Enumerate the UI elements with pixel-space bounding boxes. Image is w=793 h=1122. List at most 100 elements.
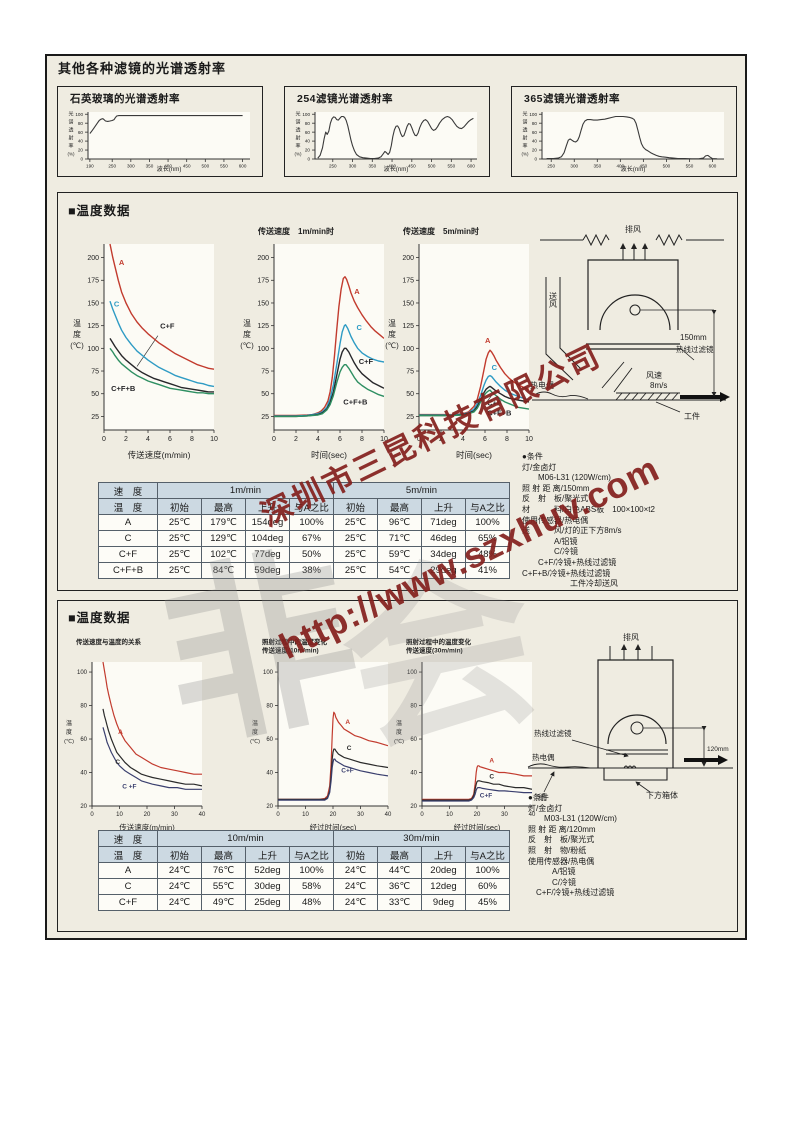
table-row: C+F 25℃ 102℃ 77deg 50% 25℃ 59℃ 34deg 48% [98,546,510,563]
svg-text:C+F+B: C+F+B [343,398,368,407]
svg-text:20: 20 [305,148,311,153]
svg-text:20: 20 [330,812,337,818]
svg-text:温: 温 [252,719,258,727]
temp-time-5mmin-chart: 25 50 75 100 125 150 175 200 0 2 4 6 8 10 时间(sec) 温度 (℃)… [383,226,537,460]
svg-text:600: 600 [239,164,247,169]
table-group-header: 1m/min [157,482,334,499]
svg-text:10: 10 [302,812,309,818]
svg-text:20: 20 [410,804,417,810]
svg-text:传送速度(m/min): 传送速度(m/min) [128,450,191,460]
svg-text:50: 50 [406,391,414,398]
svg-text:0: 0 [272,436,276,443]
svg-text:20: 20 [78,148,84,153]
condition-line: 照 射 距 离/120mm [528,824,596,834]
condition-line: 使用传感器/热电偶 [522,515,589,525]
table-cell: 96℃ [377,514,422,531]
svg-text:200: 200 [257,255,269,262]
svg-text:450: 450 [183,164,191,169]
svg-text:100: 100 [75,112,83,117]
svg-text:20: 20 [144,812,151,818]
svg-text:60: 60 [266,737,273,743]
svg-text:500: 500 [201,164,209,169]
table-row: C 24℃ 55℃ 30deg 58% 24℃ 36℃ 12deg 60% [98,878,510,895]
svg-text:传送速度与温度的关系: 传送速度与温度的关系 [75,637,142,646]
table-group-header: 10m/min [157,830,334,847]
table-row-label: C [98,878,158,895]
svg-text:0: 0 [276,812,280,818]
svg-text:A: A [119,258,125,267]
svg-text:550: 550 [220,164,228,169]
svg-text:C+F: C+F [341,768,353,775]
table-cell: 55℃ [201,878,246,895]
table-subheader: 初始 [333,846,378,863]
svg-text:度: 度 [243,329,251,339]
svg-text:100: 100 [257,346,269,353]
condition-line: 使用传感器/热电偶 [528,856,595,866]
table-row-label: C [98,530,158,547]
table-subheader: 与A之比 [465,498,510,515]
table-cell: 45% [465,894,510,911]
svg-text:150: 150 [257,300,269,307]
svg-text:温: 温 [396,719,402,727]
svg-text:8: 8 [190,436,194,443]
table-cell: 25℃ [157,530,202,547]
svg-text:40: 40 [266,771,273,777]
condition-line: C/冷镜 [528,877,576,887]
table-cell: 100% [289,514,334,531]
table-subheader: 上升 [245,846,290,863]
svg-text:125: 125 [402,323,414,330]
svg-text:波长(nm): 波长(nm) [621,165,646,173]
svg-text:时间(sec): 时间(sec) [456,450,492,460]
svg-text:率: 率 [68,143,73,150]
heat-filter-label: 热线过滤镜 [534,728,572,738]
svg-text:0: 0 [534,157,537,162]
wind-speed-label: 风速 [646,371,662,380]
condition-line: A/铝镜 [522,536,578,546]
svg-text:25: 25 [261,414,269,421]
svg-text:(℃): (℃) [394,738,404,745]
svg-text:350: 350 [593,164,601,169]
table-cell: 25℃ [157,514,202,531]
table-subheader: 最高 [201,498,246,515]
table-subheader: 初始 [333,498,378,515]
svg-text:550: 550 [447,164,455,169]
svg-text:6: 6 [338,436,342,443]
panel-title: 254滤镜光谱透射率 [297,93,394,105]
table-cell: 30deg [245,878,290,895]
svg-text:(℃): (℃) [70,341,84,350]
svg-text:C: C [115,759,120,766]
svg-text:光: 光 [68,111,73,118]
svg-text:0: 0 [307,157,310,162]
svg-text:A: A [489,757,494,764]
condition-line: 照 射 物/粉纸 [528,845,587,855]
table-cell: 46deg [421,530,466,547]
svg-text:450: 450 [640,164,648,169]
svg-text:光: 光 [522,111,527,118]
svg-text:80: 80 [305,121,311,126]
svg-text:30: 30 [171,812,178,818]
svg-text:2: 2 [439,436,443,443]
svg-text:10: 10 [525,436,533,443]
svg-text:光: 光 [295,111,300,118]
table-subheader: 初始 [157,846,202,863]
exhaust-label: 排风 [625,224,641,234]
table-temp-label: 温 度 [98,846,158,863]
svg-text:C+F: C+F [480,793,492,800]
svg-text:25: 25 [406,414,414,421]
table-cell: 100% [465,862,510,879]
section2-title: ■温度数据 [68,611,131,625]
panel-254-spectrum: 254滤镜光谱透射率 0 20 40 60 80 100 250 300 350 400 450 50… [284,86,490,177]
table-cell: 179℃ [201,514,246,531]
svg-text:60: 60 [410,737,417,743]
condition-line: C+F/冷镜+热线过滤镜 [522,557,617,567]
svg-text:温: 温 [73,319,81,328]
table-cell: 41% [465,562,510,579]
svg-text:0: 0 [417,436,421,443]
panel-365-spectrum: 365滤镜光谱透射率 0 20 40 60 80 100 250 300 350 400 450 50… [511,86,737,177]
condition-line: M03-L31 (120W/cm) [528,814,617,824]
svg-text:(%): (%) [522,152,529,157]
table-row: C 25℃ 129℃ 104deg 67% 25℃ 71℃ 46deg 65% [98,530,510,547]
svg-text:率: 率 [522,143,527,150]
condition-line: 反 射 板/聚光式 [522,494,589,504]
table-temp-label: 温 度 [98,498,158,515]
